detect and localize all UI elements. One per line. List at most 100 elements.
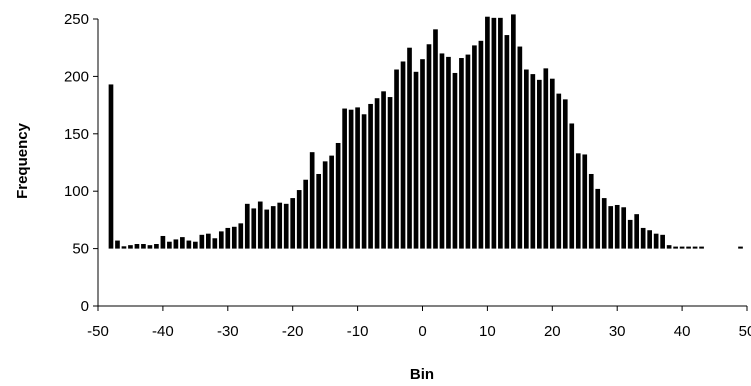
- histogram-bar: [290, 198, 296, 249]
- histogram-bar: [692, 246, 698, 249]
- x-axis-ticks: -50 -40 -30 -20 -10 0 10 20 30 40 50: [87, 306, 751, 340]
- x-tick-label: 30: [609, 323, 626, 340]
- histogram-bar: [381, 91, 386, 249]
- histogram-bar: [141, 244, 146, 249]
- histogram-bar: [556, 93, 562, 249]
- histogram-bar: [205, 233, 211, 249]
- x-tick-label: -10: [347, 323, 369, 340]
- histogram-bar: [193, 241, 198, 249]
- histogram-bar: [549, 78, 555, 249]
- histogram-bar: [407, 47, 412, 249]
- histogram-bar: [582, 154, 588, 249]
- x-tick-label: -20: [282, 323, 304, 340]
- histogram-bar: [283, 203, 289, 249]
- y-tick-label: 200: [64, 68, 89, 85]
- histogram-bar: [459, 58, 464, 249]
- histogram-bar: [686, 246, 691, 249]
- histogram-bar: [621, 207, 627, 249]
- histogram-bar: [569, 123, 575, 249]
- histogram-bar: [121, 246, 127, 249]
- y-tick-label: 250: [64, 11, 89, 28]
- histogram-bar: [738, 246, 743, 249]
- histogram-bar: [296, 190, 302, 249]
- histogram-bar: [154, 244, 159, 249]
- histogram-bar: [420, 59, 425, 249]
- histogram-bar: [608, 206, 614, 249]
- histogram-bar: [316, 173, 321, 249]
- histogram-bar: [348, 109, 354, 249]
- histogram-bar: [543, 68, 549, 249]
- histogram-bar: [640, 227, 646, 249]
- histogram-bar: [342, 108, 347, 249]
- histogram-bar: [134, 244, 140, 249]
- histogram-bar: [478, 40, 484, 249]
- y-tick-label: 100: [64, 183, 89, 200]
- histogram-bar: [335, 142, 341, 249]
- histogram-bar: [472, 45, 477, 249]
- histogram-bar: [666, 245, 672, 249]
- histogram-bar: [212, 238, 218, 249]
- histogram-bar: [673, 246, 678, 249]
- histogram-bar: [218, 231, 224, 249]
- y-axis-ticks: 0 50 100 150 200 250: [64, 11, 98, 315]
- histogram-bar: [595, 188, 601, 249]
- x-tick-label: -40: [152, 323, 174, 340]
- histogram-bar: [699, 246, 704, 249]
- histogram-bar: [452, 72, 458, 249]
- histogram-bar: [614, 204, 620, 249]
- histogram-bar: [322, 161, 328, 249]
- x-axis-title: Bin: [410, 366, 434, 383]
- histogram-bar: [562, 99, 568, 249]
- histogram-bar: [465, 54, 471, 249]
- histogram-bar: [394, 69, 399, 249]
- histogram-bar: [491, 17, 497, 249]
- histogram-bar: [504, 35, 510, 249]
- histogram-bar: [601, 198, 607, 249]
- histogram-bar: [329, 155, 334, 249]
- histogram-bar: [186, 240, 192, 249]
- bars-group: [108, 14, 743, 249]
- x-tick-label: 10: [479, 323, 496, 340]
- histogram-bar: [387, 97, 393, 249]
- histogram-bar: [277, 202, 283, 249]
- histogram-bar: [257, 201, 263, 249]
- histogram-bar: [575, 153, 581, 249]
- histogram-bar: [627, 219, 633, 249]
- x-tick-label: 50: [739, 323, 751, 340]
- histogram-bar: [173, 239, 179, 249]
- histogram-bar: [439, 53, 445, 249]
- histogram-bar: [400, 61, 406, 249]
- histogram-bar: [634, 214, 640, 249]
- histogram-bar: [498, 17, 503, 249]
- histogram-bar: [446, 56, 451, 249]
- histogram-bar: [160, 235, 166, 249]
- histogram-bar: [251, 208, 257, 249]
- histogram-bar: [524, 69, 529, 249]
- histogram-bar: [264, 209, 270, 249]
- histogram-bar: [530, 74, 536, 249]
- histogram-bar: [225, 227, 231, 249]
- x-tick-label: -30: [217, 323, 239, 340]
- histogram-bar: [679, 246, 685, 249]
- histogram-bar: [485, 16, 490, 249]
- histogram-bar: [653, 233, 659, 249]
- histogram-bar: [433, 29, 438, 249]
- y-axis-title: Frequency: [14, 122, 31, 199]
- histogram-bar: [180, 237, 185, 249]
- histogram-bar: [368, 103, 373, 249]
- y-tick-label: 150: [64, 126, 89, 143]
- histogram-bar: [128, 245, 133, 249]
- histogram-bar: [588, 173, 594, 249]
- histogram-bar: [660, 234, 665, 249]
- x-tick-label: 20: [544, 323, 561, 340]
- histogram-bar: [426, 44, 432, 249]
- histogram-bar: [270, 206, 276, 249]
- histogram-bar: [147, 245, 153, 249]
- histogram-bar: [511, 14, 516, 249]
- histogram-bar: [647, 230, 652, 249]
- histogram-bar: [309, 152, 315, 249]
- x-tick-label: 0: [418, 323, 426, 340]
- y-tick-label: 0: [81, 298, 89, 315]
- histogram-bar: [361, 114, 367, 249]
